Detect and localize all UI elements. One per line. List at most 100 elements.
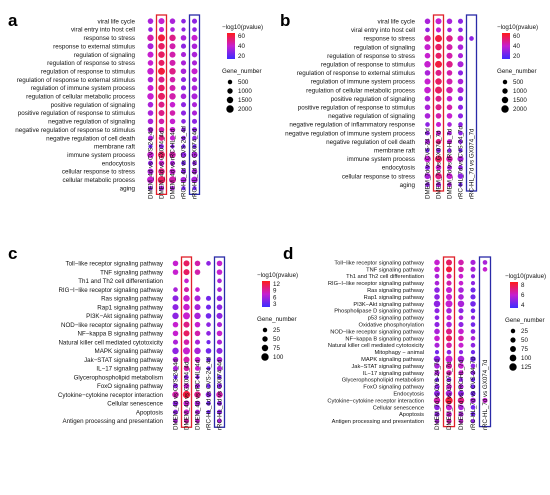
dot — [206, 340, 211, 345]
dot — [446, 86, 453, 94]
dot — [169, 59, 176, 66]
term-label: Toll−like receptor signaling pathway — [334, 260, 424, 266]
x-axis-label: DMEM_7d vs GX074_7d — [436, 130, 443, 199]
dot — [447, 148, 452, 153]
dot — [217, 418, 222, 424]
dot — [446, 61, 453, 68]
dot — [434, 370, 440, 376]
dot — [172, 365, 179, 371]
dot — [424, 86, 431, 94]
term-label: regulation of immune system process — [311, 79, 415, 86]
term-label: Glycerophospholipid metabolism — [74, 374, 163, 381]
dot — [457, 96, 464, 102]
dot — [183, 400, 190, 407]
dot — [446, 377, 452, 383]
dot — [424, 70, 431, 76]
dot — [446, 113, 453, 119]
dot — [147, 126, 154, 133]
size-legend-dot — [261, 353, 269, 361]
term-label: regulation of signaling — [354, 44, 416, 51]
size-legend-dot — [501, 105, 509, 113]
dot — [458, 148, 463, 153]
dot — [169, 34, 176, 42]
dot — [206, 331, 211, 336]
x-axis-label: DMEM_4d vs rRC-HL_4d — [170, 128, 177, 199]
dot — [180, 176, 187, 183]
dot — [458, 280, 464, 286]
dot — [206, 410, 211, 415]
term-label: aging — [400, 182, 416, 189]
size-legend-dot — [510, 346, 516, 352]
dot — [181, 18, 186, 24]
dot — [447, 122, 452, 127]
term-label: response to stress — [84, 35, 135, 42]
dot — [457, 78, 464, 85]
term-label: Phospholipase D signaling pathway — [334, 309, 424, 315]
dot — [217, 278, 222, 284]
color-legend-title: −log10(pvalue) — [222, 24, 263, 31]
term-label: negative regulation of cell death — [326, 139, 415, 146]
dot — [425, 122, 430, 127]
dot — [470, 322, 476, 327]
color-legend-tick: 40 — [238, 43, 245, 50]
dot — [470, 336, 476, 341]
term-label: regulation of response to external stimu… — [297, 70, 415, 77]
dot — [470, 287, 476, 293]
dot — [206, 383, 211, 388]
term-label: NOD−like receptor signaling pathway — [330, 329, 424, 335]
term-label: Jak−STAT signaling pathway — [84, 357, 164, 364]
dot — [457, 70, 464, 76]
dot — [206, 322, 211, 327]
dot — [433, 397, 441, 404]
term-label: regulation of response to stimulus — [321, 62, 415, 69]
dot — [470, 274, 476, 279]
dot — [158, 101, 165, 108]
term-label: Ras signaling pathway — [101, 296, 164, 303]
dot — [183, 287, 190, 293]
dot — [424, 139, 431, 145]
dot — [158, 135, 165, 141]
dot — [458, 315, 464, 320]
dot — [169, 160, 176, 166]
term-label: NF−kappa B signaling pathway — [345, 336, 424, 342]
dot — [216, 260, 223, 267]
dot — [458, 182, 463, 187]
dot — [148, 144, 153, 149]
dot — [445, 335, 453, 342]
highlight-box-blue — [188, 14, 201, 196]
dot — [181, 144, 186, 149]
panel-c: c Toll−like receptor signaling pathwayTNF… — [8, 244, 298, 430]
dot — [446, 18, 453, 25]
dot — [457, 113, 464, 119]
dot — [181, 160, 186, 166]
dot — [446, 370, 452, 376]
dot — [434, 404, 440, 411]
term-label: viral life cycle — [378, 19, 416, 26]
dot — [172, 330, 179, 337]
size-legend-label: 2000 — [238, 106, 252, 113]
dot — [458, 404, 464, 411]
dot — [183, 303, 190, 311]
x-axis-label: DMEM_4d vs CVS-24_4d — [148, 128, 155, 199]
term-label: Cytokine−cytokine receptor interaction — [58, 392, 164, 399]
dot — [424, 52, 431, 59]
size-legend-label: 1500 — [238, 97, 252, 104]
term-label: IL−17 signaling pathway — [96, 366, 163, 373]
dot — [173, 287, 178, 292]
dot — [424, 78, 431, 85]
panel-letter-a: a — [8, 11, 18, 30]
size-legend-dot — [226, 105, 234, 113]
dot — [446, 342, 452, 349]
dot — [425, 130, 430, 136]
term-label: response to stress — [364, 36, 415, 43]
term-label: Ras signaling pathway — [367, 288, 424, 294]
dot — [180, 60, 187, 66]
dot — [157, 176, 166, 184]
color-legend-tick: 60 — [513, 33, 520, 40]
color-legend-tick: 12 — [273, 281, 280, 288]
dot — [424, 155, 431, 163]
dot — [470, 315, 476, 320]
size-legend-dot — [501, 96, 509, 104]
dot — [424, 164, 431, 171]
